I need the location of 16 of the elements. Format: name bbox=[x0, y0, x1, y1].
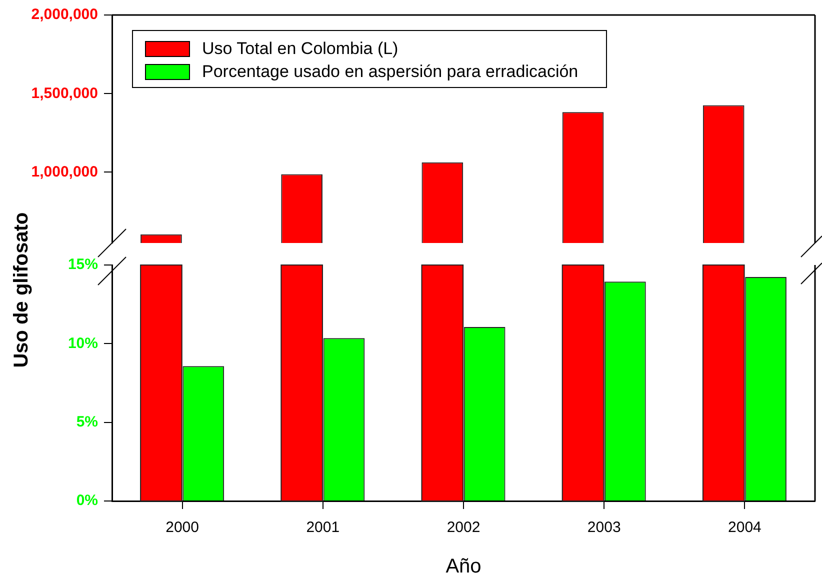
y-tick-label: 2,000,000 bbox=[31, 6, 98, 24]
y-tick-label: 0% bbox=[76, 492, 98, 510]
legend-label: Porcentage usado en aspersión para erradicación bbox=[202, 62, 578, 82]
x-tick-label: 2003 bbox=[587, 519, 621, 536]
y-axis-title: Uso de glifosato bbox=[10, 212, 34, 368]
x-tick-label: 2004 bbox=[728, 519, 762, 536]
y-tick-label: 1,000,000 bbox=[31, 163, 98, 180]
x-tick-label: 2002 bbox=[446, 519, 480, 536]
x-axis-title: Año bbox=[446, 556, 482, 578]
y-tick-label: 1,500,000 bbox=[31, 84, 98, 102]
y-tick-label: 5% bbox=[76, 413, 98, 430]
x-tick-label: 2000 bbox=[166, 519, 199, 536]
legend-label: Uso Total en Colombia (L) bbox=[202, 38, 398, 58]
y-tick-label: 15% bbox=[68, 256, 98, 274]
x-tick-label: 2001 bbox=[306, 519, 340, 536]
y-tick-label: 10% bbox=[68, 334, 98, 352]
